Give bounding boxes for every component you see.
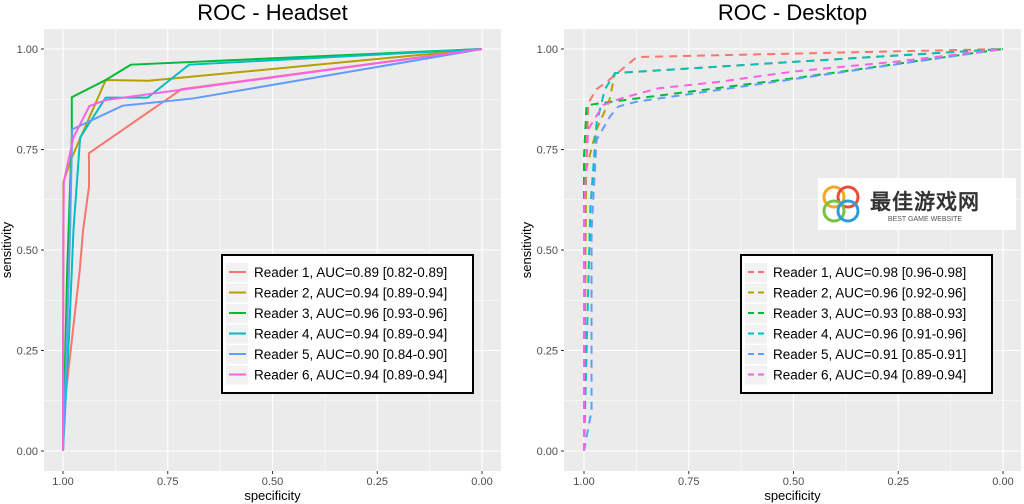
legend-key-bg [745,365,767,385]
x-axis-label: specificity [764,488,821,503]
y-tick-label: 0.50 [537,245,558,257]
x-tick-label: 0.00 [471,476,492,488]
legend-label: Reader 6, AUC=0.94 [0.89-0.94] [773,368,966,383]
legend-key-bg [745,263,767,282]
legend: Reader 1, AUC=0.89 [0.82-0.89] Reader 2, … [221,254,474,394]
x-tick-label: 0.25 [888,476,909,488]
watermark-tagline: BEST GAME WEBSITE [887,215,963,223]
y-tick-label: 1.00 [17,44,38,56]
legend-label: Reader 6, AUC=0.94 [0.89-0.94] [254,368,447,383]
legend-label: Reader 1, AUC=0.98 [0.96-0.98] [773,265,966,280]
y-tick-label: 0.75 [537,145,558,157]
legend-key-bg [745,324,767,344]
y-axis-label: sensitivity [0,221,14,278]
legend-box [740,254,993,394]
logo-knot-icon [822,185,860,223]
x-tick-label: 0.25 [367,476,388,488]
legend-key-bg [745,345,767,364]
roc-panel-2: 0.00 0.25 0.50 0.75 1.00 1.00 0.75 0.50 0.25 0.00… [519,0,1021,503]
y-axis-label: sensitivity [519,221,534,278]
y-tick-label: 0.50 [17,245,38,257]
legend-label: Reader 4, AUC=0.94 [0.89-0.94] [254,327,447,342]
x-tick-label: 0.00 [992,476,1013,488]
roc-curve-reader-5 [62,48,483,452]
y-tick-label: 0.75 [17,145,38,157]
legend-label: Reader 2, AUC=0.94 [0.89-0.94] [254,286,447,301]
y-tick-label: 0.00 [17,446,38,458]
x-tick-label: 0.50 [783,476,804,488]
roc-panel-1: 0.00 0.25 0.50 0.75 1.00 1.00 0.75 0.50 0.25 0.00… [0,0,501,503]
legend-key-bg [745,304,767,323]
legend: Reader 1, AUC=0.98 [0.96-0.98] Reader 2, … [740,254,993,394]
roc-curve-reader-6 [62,48,483,451]
watermark-logo: 最佳游戏网 BEST GAME WEBSITE [818,178,1016,230]
watermark-name: 最佳游戏网 [870,189,980,214]
x-tick-label: 0.50 [262,476,283,488]
legend-label: Reader 1, AUC=0.89 [0.82-0.89] [254,265,447,280]
roc-curve-reader-4 [583,48,1004,452]
roc-curve-reader-3 [62,48,483,452]
x-tick-label: 1.00 [52,476,73,488]
y-tick-label: 1.00 [537,44,558,56]
legend-box [221,254,474,394]
legend-label: Reader 2, AUC=0.96 [0.92-0.96] [773,286,966,301]
x-tick-label: 0.75 [157,476,178,488]
x-tick-label: 0.75 [678,476,699,488]
legend-label: Reader 3, AUC=0.96 [0.93-0.96] [254,306,447,321]
legend-label: Reader 4, AUC=0.96 [0.91-0.96] [773,327,966,342]
chart-title: ROC - Headset [197,0,347,25]
roc-curve-reader-6 [583,48,1004,451]
legend-label: Reader 5, AUC=0.90 [0.84-0.90] [254,347,447,362]
y-tick-label: 0.25 [17,346,38,358]
x-tick-label: 1.00 [573,476,594,488]
roc-curve-reader-5 [583,48,1004,452]
legend-key-bg [745,283,767,303]
chart-title: ROC - Desktop [718,0,867,25]
y-tick-label: 0.00 [537,446,558,458]
y-tick-label: 0.25 [537,346,558,358]
legend-label: Reader 3, AUC=0.93 [0.88-0.93] [773,306,966,321]
x-axis-label: specificity [244,488,301,503]
legend-label: Reader 5, AUC=0.91 [0.85-0.91] [773,347,966,362]
roc-curve-reader-4 [62,48,483,452]
